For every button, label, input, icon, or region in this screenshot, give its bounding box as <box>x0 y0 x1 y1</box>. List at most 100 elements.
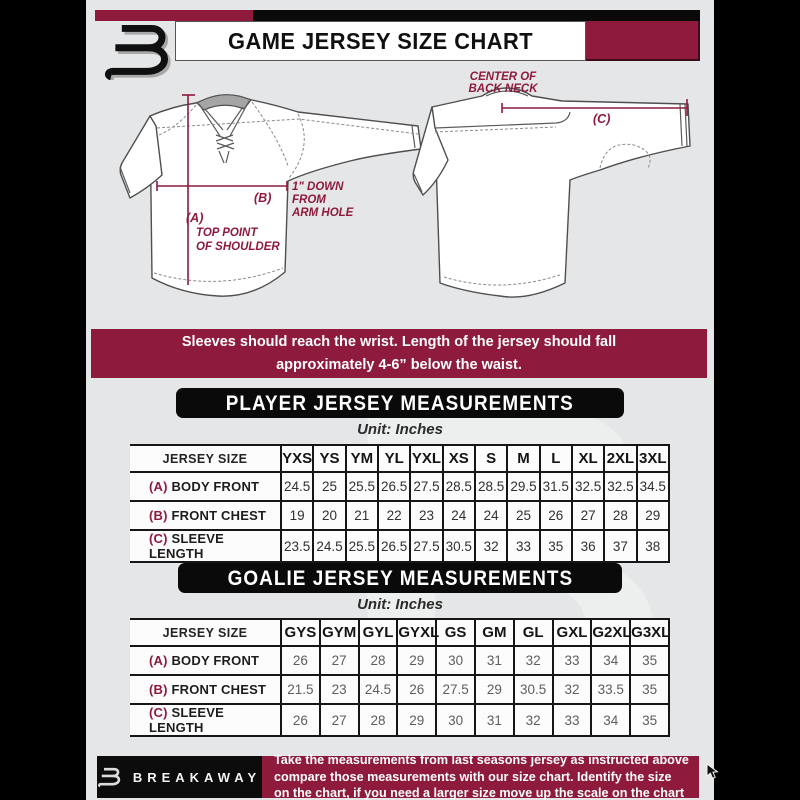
measurement-cell: 30 <box>435 645 476 676</box>
table-row: (C) SLEEVE LENGTH 23.5 24.5 25.5 26.5 27.5 30.… <box>130 529 671 563</box>
measurement-cell: 32.5 <box>570 471 606 502</box>
chart-document: B GAME JERSEY SIZE CHART <box>86 0 714 800</box>
size-column-header: YL <box>376 444 412 473</box>
measurement-cell: 32.5 <box>603 471 638 502</box>
table-row: (C) SLEEVE LENGTH 26 27 28 29 30 31 32 33 34 35 <box>130 703 670 737</box>
measurement-cell: 27 <box>318 703 360 737</box>
measurement-cell: 21 <box>344 500 379 531</box>
size-column-header: 2XL <box>603 444 638 473</box>
measurement-cell: 25.5 <box>344 471 379 502</box>
measurement-cell: 38 <box>635 529 671 563</box>
footer-brand-box: BREAKAWAY <box>97 756 262 798</box>
title-accent-block <box>586 21 700 61</box>
measurement-cell: 28 <box>357 703 399 737</box>
size-column-header: GM <box>473 618 515 647</box>
measurement-cell: 27 <box>318 645 360 676</box>
player-unit-label: Unit: Inches <box>357 421 443 438</box>
size-column-header: M <box>506 444 541 473</box>
size-column-header: GYL <box>357 618 399 647</box>
goalie-heading: GOALIE JERSEY MEASUREMENTS <box>227 566 573 590</box>
measurement-cell: 22 <box>376 500 412 531</box>
measurement-cell: 28.5 <box>441 471 476 502</box>
mouse-cursor <box>706 763 719 780</box>
measurement-lines-ab <box>156 94 288 285</box>
footer-instructions-box: Take the measurements from last seasons … <box>262 753 699 800</box>
back-jersey-left-sleeve <box>412 106 449 196</box>
row-label: (A) BODY FRONT <box>130 645 282 676</box>
page-title-box: GAME JERSEY SIZE CHART <box>175 21 586 61</box>
row-label: (B) FRONT CHEST <box>130 674 282 705</box>
measurement-cell: 34 <box>590 645 632 676</box>
table-row: (B) FRONT CHEST 19 20 21 22 23 24 24 25 26 27 28 29 <box>130 500 671 531</box>
measurement-cell: 27.5 <box>435 674 476 705</box>
size-column-header: YM <box>344 444 379 473</box>
size-column-header: GS <box>435 618 476 647</box>
table-row: (B) FRONT CHEST 21.5 23 24.5 26 27.5 29 30.5 32 3… <box>130 674 670 705</box>
back-jersey-diagram: CENTER OF BACK NECK (C) <box>412 71 691 298</box>
player-measurements-table: JERSEY SIZE YXS YS YM YL YXL XS S M L XL 2XL 3XL (A) … <box>130 444 671 563</box>
front-jersey-diagram: (A) TOP POINT OF SHOULDER (B) 1" DOWN FR… <box>119 94 422 297</box>
measurement-cell: 26.5 <box>376 529 412 563</box>
measurement-cell: 26 <box>538 500 573 531</box>
measurement-cell: 29 <box>396 645 438 676</box>
size-column-header: L <box>538 444 573 473</box>
measurement-cell: 35 <box>629 645 670 676</box>
front-jersey-left-sleeve <box>119 115 163 199</box>
measurement-cell: 26 <box>396 674 438 705</box>
footer-line3: on the chart, if you need a larger size … <box>274 786 685 800</box>
label-a-line2: OF SHOULDER <box>196 241 280 253</box>
measurement-cell: 23 <box>409 500 444 531</box>
label-c-key: (C) <box>593 112 610 126</box>
measurement-cell: 28 <box>357 645 399 676</box>
measurement-cell: 25 <box>312 471 347 502</box>
footer-line1: Take the measurements from last seasons … <box>274 753 689 768</box>
size-column-header: YS <box>312 444 347 473</box>
player-heading-bar: PLAYER JERSEY MEASUREMENTS <box>176 388 624 418</box>
measurement-cell: 33 <box>551 703 593 737</box>
size-column-header: G3XL <box>629 618 670 647</box>
measurement-cell: 31 <box>473 645 515 676</box>
label-a-key: (A) <box>186 211 203 225</box>
measurement-cell: 26 <box>280 703 321 737</box>
size-column-header: GYXL <box>396 618 439 647</box>
goalie-measurements-table: JERSEY SIZE GYS GYM GYL GYXL GS GM GL GXL G2XL G3X… <box>130 618 670 737</box>
front-jersey-body <box>149 95 422 297</box>
footer-line2: compare those measurements with our size… <box>274 769 672 784</box>
player-heading-wrap: PLAYER JERSEY MEASUREMENTS <box>130 388 670 418</box>
measurement-cell: 30 <box>435 703 476 737</box>
size-column-header: XS <box>441 444 476 473</box>
measurement-cell: 25.5 <box>344 529 379 563</box>
measurement-line-c <box>501 99 688 116</box>
measurement-cell: 32 <box>512 703 554 737</box>
measurement-cell: 34.5 <box>635 471 671 502</box>
row-label: (A) BODY FRONT <box>130 471 282 502</box>
page-title: GAME JERSEY SIZE CHART <box>227 27 534 54</box>
measurement-cell: 29 <box>396 703 438 737</box>
footer-brand-name: BREAKAWAY <box>132 769 262 785</box>
measurement-cell: 24.5 <box>279 471 315 502</box>
measurement-cell: 28.5 <box>473 471 509 502</box>
measurement-cell: 29.5 <box>506 471 541 502</box>
top-accent-bar-maroon <box>95 10 253 21</box>
goalie-heading-wrap: GOALIE JERSEY MEASUREMENTS <box>130 563 670 593</box>
measurement-cell: 28 <box>603 500 638 531</box>
row-label: (C) SLEEVE LENGTH <box>130 529 282 563</box>
measurement-cell: 37 <box>603 529 638 563</box>
label-b-key: (B) <box>254 191 271 205</box>
measurement-cell: 19 <box>279 500 315 531</box>
measurement-cell: 29 <box>635 500 671 531</box>
size-column-header: G2XL <box>590 618 632 647</box>
size-column-header: YXS <box>279 444 315 473</box>
size-column-header: YXL <box>409 444 444 473</box>
measurement-cell: 23 <box>318 674 360 705</box>
measurement-cell: 29 <box>473 674 515 705</box>
measurement-cell: 33 <box>506 529 541 563</box>
measurement-cell: 23.5 <box>279 529 315 563</box>
table-row: (A) BODY FRONT 24.5 25 25.5 26.5 27.5 28.5 28.5… <box>130 471 671 502</box>
center-back-neck-line2: BACK NECK <box>469 83 539 95</box>
goalie-unit-label: Unit: Inches <box>357 596 443 613</box>
measurement-cell: 24.5 <box>357 674 399 705</box>
measurement-cell: 31 <box>473 703 515 737</box>
measurement-cell: 24 <box>441 500 476 531</box>
